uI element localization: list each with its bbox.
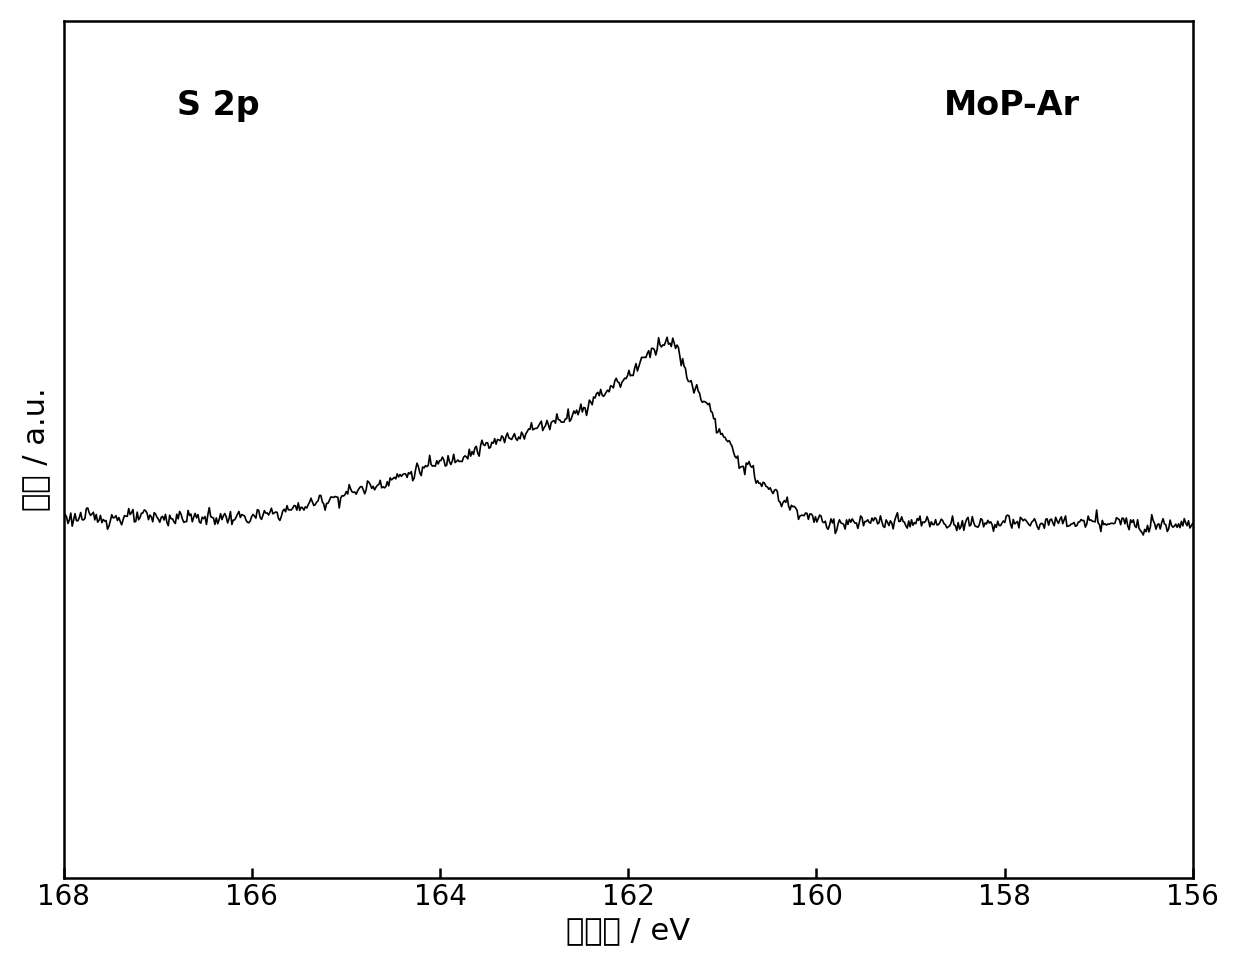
X-axis label: 结合能 / eV: 结合能 / eV [567, 916, 691, 945]
Text: S 2p: S 2p [176, 90, 259, 123]
Y-axis label: 强度 / a.u.: 强度 / a.u. [21, 387, 50, 511]
Text: MoP-Ar: MoP-Ar [944, 90, 1080, 123]
